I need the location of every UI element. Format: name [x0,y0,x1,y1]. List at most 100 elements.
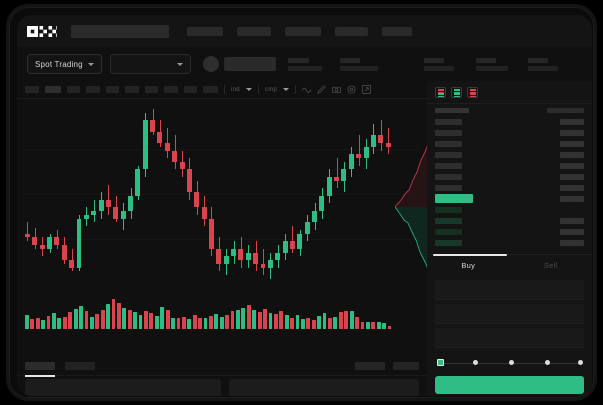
orderbook-header-price [435,108,469,113]
orderbook-amount [560,195,584,202]
orderbook-amount [560,129,584,136]
compare-button[interactable]: cmp [264,86,278,93]
timeframe-button-8[interactable] [164,86,178,93]
indicator-button[interactable]: ind [231,86,240,93]
orderbook-asks-icon[interactable] [467,87,478,98]
volume-bar [192,314,197,329]
timeframe-button-5[interactable] [106,86,119,93]
chevron-down-icon[interactable] [245,88,252,91]
volume-bar [246,305,251,329]
orderbook-price [435,151,462,158]
stat-value [475,65,508,71]
timeframe-button-1[interactable] [25,86,39,93]
chevron-down-icon [87,62,94,66]
orderbook-row[interactable] [435,215,584,226]
orderbook-row[interactable] [435,237,584,248]
orderbook-rows[interactable] [427,116,592,248]
search-input[interactable] [71,24,169,38]
toolbar-divider [295,85,297,94]
orderbook-current-price-row[interactable] [435,193,584,204]
orderbook-header [427,104,592,116]
timeframe-button-2[interactable] [45,86,61,93]
orderbook-row[interactable] [435,226,584,237]
pencil-icon[interactable] [317,85,326,94]
submit-buy-button[interactable] [435,376,584,394]
tab-sell[interactable]: Sell [543,261,558,270]
orderbook-price [435,217,462,224]
slider-step-100[interactable] [578,360,583,365]
orderbook-row[interactable] [435,182,584,193]
orders-panel-left[interactable] [25,379,221,396]
volume-bar [111,299,116,329]
tablet-device-frame: Spot Trading [6,4,597,401]
volume-bar [225,314,230,329]
pair-select[interactable] [109,54,191,74]
tab-open-orders[interactable] [25,361,55,377]
slider-step-75[interactable] [545,360,550,365]
orderbook-amount [560,173,584,180]
orderbook-price [435,118,462,125]
volume-bar [25,314,29,329]
tab-order-history[interactable] [65,361,95,370]
wave-icon[interactable] [302,85,312,94]
nav-item-1[interactable] [187,26,223,36]
orderbook-row[interactable] [435,116,584,127]
timeframe-button-4[interactable] [86,86,100,93]
stats-gap [392,58,424,71]
orderbook-price [435,228,462,235]
volume-bar [106,304,110,329]
fullscreen-icon[interactable] [362,85,372,94]
market-stat-1 [287,57,340,71]
order-amount-field[interactable] [435,304,584,324]
chart-gridline [25,239,419,240]
nav-item-4[interactable] [335,26,368,36]
volume-bar [198,317,202,329]
timeframe-button-3[interactable] [67,86,80,93]
camera-icon[interactable] [332,85,342,94]
orders-panel-right[interactable] [228,379,419,396]
order-price-field[interactable] [435,280,584,300]
order-total-field[interactable] [435,328,584,348]
stat-label [287,57,309,63]
orderbook-row[interactable] [435,171,584,182]
volume-bar [160,306,165,329]
orderbook-amount [560,151,584,158]
volume-bar [301,319,305,329]
okx-logo-icon[interactable] [27,25,57,37]
timeframe-button-10[interactable] [203,86,218,93]
volume-bar [133,312,138,329]
amount-percent-slider[interactable] [435,358,584,368]
volume-bar [171,317,175,329]
volume-bar [73,308,78,329]
nav-item-3[interactable] [285,26,321,36]
orderbook-row[interactable] [435,138,584,149]
candlestick-chart[interactable] [17,99,427,289]
timeframe-button-9[interactable] [184,86,197,93]
timeframe-button-7[interactable] [145,86,158,93]
orders-action-1[interactable] [355,361,385,370]
nav-item-2[interactable] [237,26,271,36]
orderbook-row[interactable] [435,204,584,215]
orderbook-mixed-icon[interactable] [435,87,446,98]
nav-item-5[interactable] [382,26,412,36]
orderbook-bids-icon[interactable] [451,87,462,98]
volume-bar [165,310,170,329]
orderbook-amount [560,239,584,246]
orderbook-row[interactable] [435,149,584,160]
volume-bar [203,318,208,329]
settings-icon[interactable] [347,85,356,94]
tab-buy[interactable]: Buy [461,261,476,270]
orderbook-row[interactable] [435,127,584,138]
chevron-down-icon[interactable] [283,88,290,91]
trading-mode-dropdown[interactable]: Spot Trading [27,54,102,74]
slider-step-50[interactable] [509,360,514,365]
orders-tab-bar [17,356,427,377]
volume-bar [355,316,359,329]
slider-knob[interactable] [437,359,444,366]
orders-action-2[interactable] [393,361,419,370]
volume-bar [209,315,213,329]
active-tab-underline [433,254,507,256]
timeframe-button-6[interactable] [125,86,139,93]
orderbook-row[interactable] [435,160,584,171]
slider-step-25[interactable] [473,360,478,365]
